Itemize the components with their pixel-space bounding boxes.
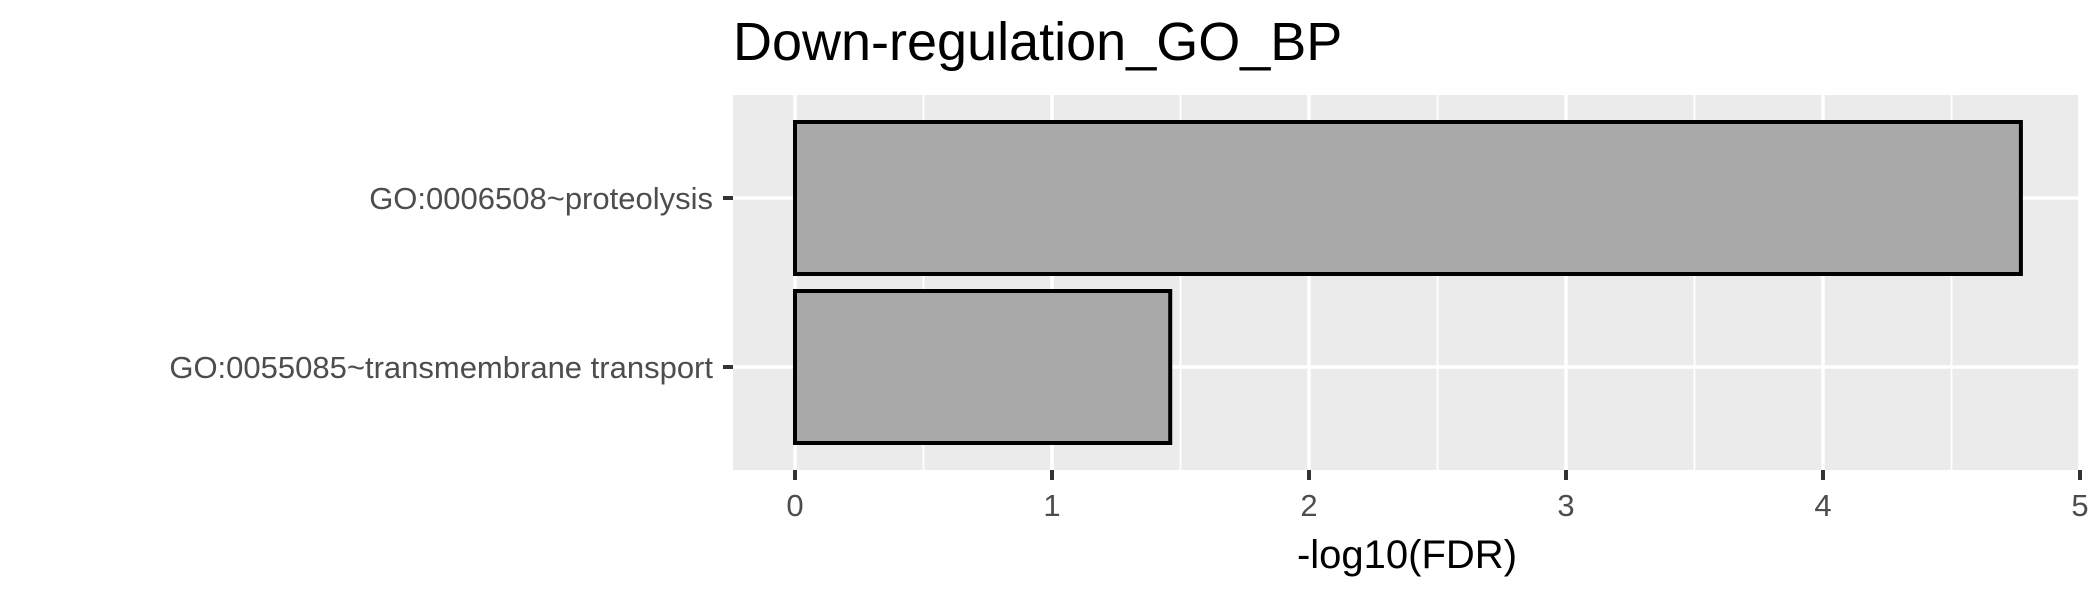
bars (793, 120, 2023, 445)
y-axis: GO:0006508~proteolysis GO:0055085~transme… (169, 181, 733, 385)
x-tick-label: 2 (1300, 488, 1317, 523)
y-tick-label: GO:0055085~transmembrane transport (169, 350, 713, 385)
bar (793, 120, 2023, 276)
chart-title: Down-regulation_GO_BP (733, 12, 1342, 72)
x-axis: 0 1 2 3 4 5 (786, 470, 2089, 523)
x-tick-label: 5 (2071, 488, 2088, 523)
x-tick-label: 3 (1557, 488, 1574, 523)
bar (793, 289, 1173, 445)
y-tick-label: GO:0006508~proteolysis (369, 181, 713, 216)
x-axis-label: -log10(FDR) (1297, 533, 1517, 577)
x-tick-label: 1 (1043, 488, 1060, 523)
x-tick-label: 0 (786, 488, 803, 523)
x-tick-label: 4 (1814, 488, 1831, 523)
